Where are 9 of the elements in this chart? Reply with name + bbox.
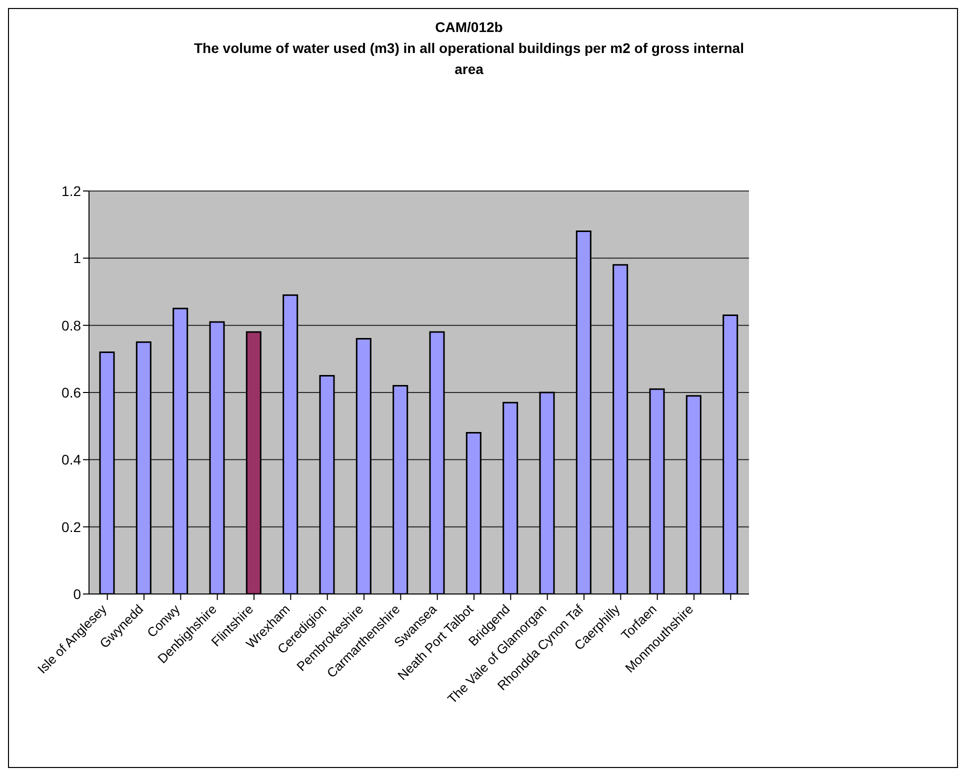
y-tick-label: 1.2 xyxy=(62,182,82,199)
y-tick-label: 0.4 xyxy=(62,452,82,468)
chart-title: CAM/012b xyxy=(434,18,504,37)
y-tick-label: 1 xyxy=(73,250,82,266)
y-tick-label: 0.2 xyxy=(62,518,82,535)
y-tick-label: 0 xyxy=(73,586,82,602)
y-tick-label: 0.8 xyxy=(62,317,82,334)
y-tick-label: 0.6 xyxy=(62,384,82,400)
chart-subtitle: The volume of water used (m3) in all operational buildings per m2 of gross internal area xyxy=(193,39,745,79)
